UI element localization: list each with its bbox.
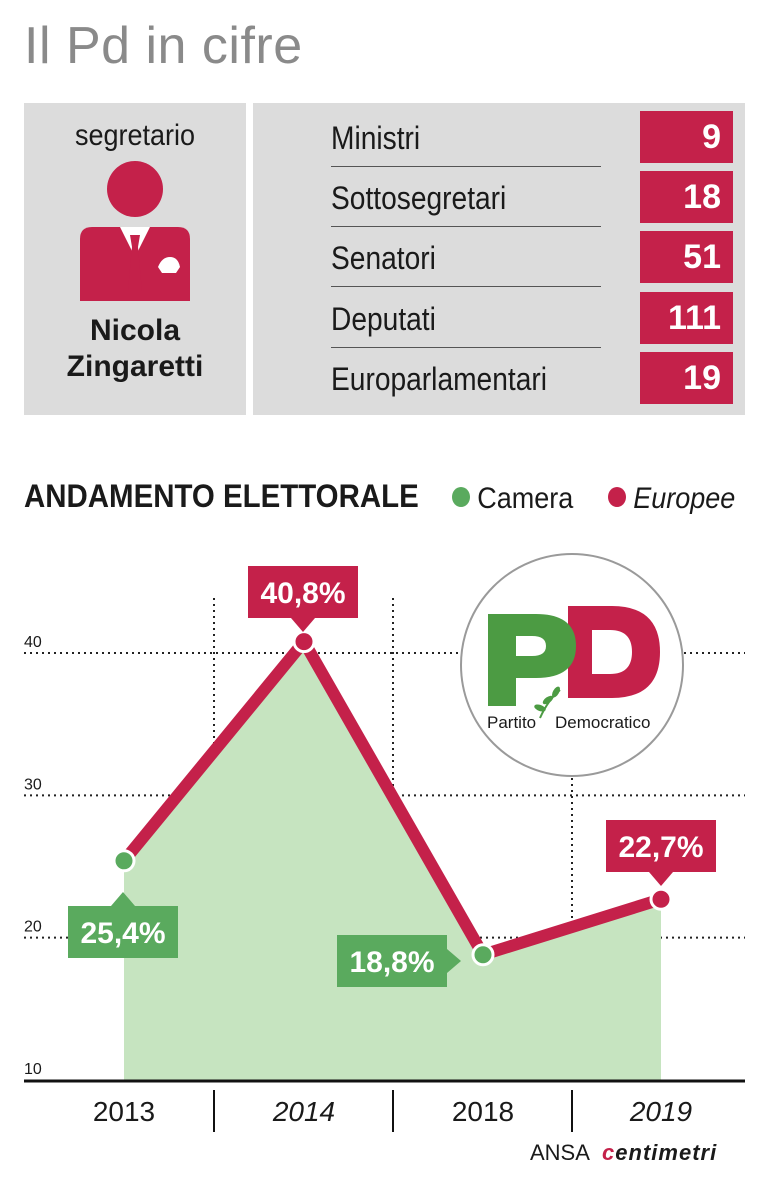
leader-name-last: Zingaretti — [66, 350, 204, 383]
stat-value: 9 — [640, 111, 733, 163]
x-tick-label: 2014 — [272, 1096, 335, 1127]
series-line-path — [119, 631, 663, 962]
data-label: 22,7% — [606, 820, 716, 886]
stat-row-europarlamentari: Europarlamentari 19 — [253, 348, 745, 408]
data-label-box — [606, 820, 716, 872]
logo-letter-d — [568, 606, 660, 698]
stat-divider — [331, 226, 601, 227]
data-point — [112, 849, 136, 873]
credit-brand: centimetri — [602, 1140, 717, 1165]
data-label-pointer — [291, 618, 315, 632]
data-point — [649, 887, 673, 911]
page-title: Il Pd in cifre — [24, 17, 303, 75]
pd-logo: Partito Democratico — [460, 553, 684, 777]
stat-row-deputati: Deputati 111 — [253, 288, 745, 348]
legend-camera-swatch — [452, 487, 470, 508]
logo-letter-p — [488, 614, 576, 706]
person-icon — [80, 161, 190, 301]
y-tick-label: 40 — [24, 634, 42, 651]
leader-role: segretario — [74, 119, 196, 152]
x-tick-label: 2018 — [452, 1096, 514, 1127]
stat-divider — [331, 166, 601, 167]
stat-value: 111 — [640, 292, 733, 344]
legend-europee-label: Europee — [633, 482, 736, 515]
data-label-box — [337, 935, 447, 987]
leader-name: Nicola Zingaretti — [24, 313, 246, 385]
data-label-pointer — [111, 892, 135, 906]
data-label-text: 18,8% — [349, 946, 434, 979]
credit: ANSA centimetri — [530, 1140, 717, 1166]
series-line — [119, 631, 663, 962]
credit-brand-prefix: c — [602, 1140, 616, 1165]
legend-camera-label: Camera — [477, 482, 574, 515]
stat-value: 18 — [640, 171, 733, 223]
stat-value: 51 — [640, 231, 733, 283]
y-tick-label: 20 — [24, 919, 42, 936]
data-marks: 25,4% 40,8% 18,8% 22,7% — [68, 566, 716, 987]
credit-source: ANSA — [530, 1140, 590, 1165]
data-label-text: 40,8% — [260, 577, 345, 610]
data-label-text: 22,7% — [618, 831, 703, 864]
stat-label: Senatori — [331, 240, 436, 276]
data-label-pointer — [447, 949, 461, 973]
logo-text-partito: Partito — [487, 713, 536, 732]
stats-panel: Ministri 9 Sottosegretari 18 Senatori 51… — [253, 103, 745, 415]
x-tick-label: 2013 — [93, 1096, 155, 1127]
stat-label: Sottosegretari — [331, 180, 507, 216]
area-fill — [124, 641, 661, 1080]
data-label: 25,4% — [68, 892, 178, 958]
data-label-pointer — [649, 872, 673, 886]
data-label-box — [68, 906, 178, 958]
data-label: 40,8% — [248, 566, 358, 632]
logo-text-democratico: Democratico — [555, 713, 650, 732]
data-label: 18,8% — [337, 935, 461, 987]
area — [124, 641, 661, 1080]
stat-label: Ministri — [331, 120, 421, 156]
stat-row-senatori: Senatori 51 — [253, 227, 745, 287]
data-label-box — [248, 566, 358, 618]
stat-row-sottosegretari: Sottosegretari 18 — [253, 167, 745, 227]
credit-brand-rest: entimetri — [615, 1140, 718, 1165]
stat-row-ministri: Ministri 9 — [253, 107, 745, 167]
stat-label: Europarlamentari — [331, 361, 547, 397]
stat-divider — [331, 347, 601, 348]
y-tick-label: 10 — [24, 1061, 42, 1078]
x-axis: 2013 2014 2018 2019 — [24, 1079, 745, 1132]
data-point — [292, 630, 316, 654]
legend-europee: Europee — [608, 482, 735, 516]
legend-europee-swatch — [608, 487, 626, 508]
stat-divider — [331, 286, 601, 287]
olive-branch-icon — [534, 686, 561, 719]
chart-title: ANDAMENTO ELETTORALE — [24, 478, 419, 514]
data-label-text: 25,4% — [80, 917, 165, 950]
leader-panel: segretario Nicola Zingaretti — [24, 103, 246, 415]
y-tick-label: 30 — [24, 776, 42, 793]
stat-value: 19 — [640, 352, 733, 404]
stat-label: Deputati — [331, 301, 436, 337]
leader-name-first: Nicola — [89, 314, 181, 347]
x-tick-label: 2019 — [629, 1096, 692, 1127]
legend-camera: Camera — [452, 482, 573, 516]
data-point — [471, 943, 495, 967]
